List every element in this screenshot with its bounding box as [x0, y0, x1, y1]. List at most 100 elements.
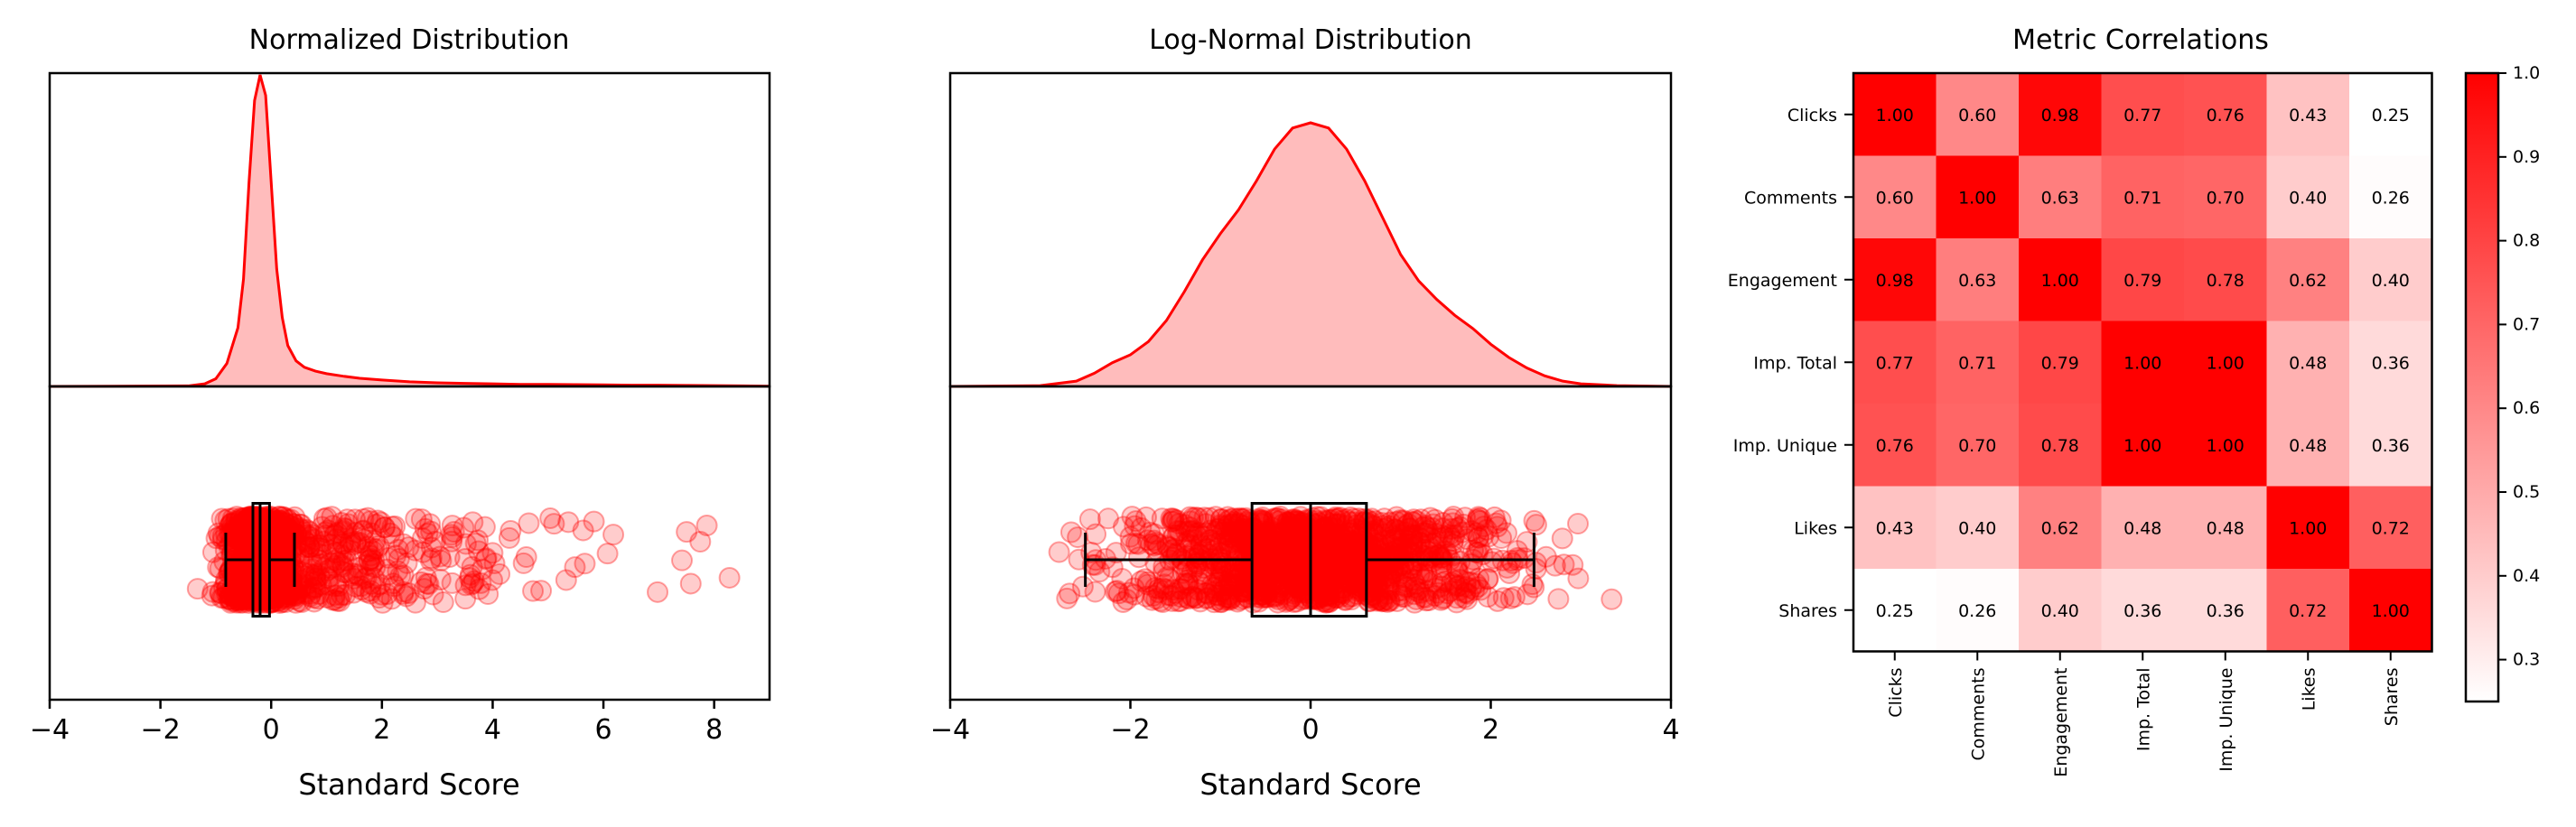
data-point: [1378, 558, 1401, 581]
data-point: [572, 519, 594, 542]
data-point: [303, 590, 325, 613]
data-point: [454, 588, 477, 610]
data-point: [352, 508, 375, 531]
data-point: [234, 534, 257, 557]
data-point: [1567, 513, 1590, 535]
data-point: [341, 562, 364, 585]
data-point: [266, 570, 288, 592]
data-point: [270, 525, 293, 547]
data-point: [256, 527, 278, 550]
heatmap-cell-value: 0.40: [1958, 518, 1996, 538]
data-point: [422, 583, 444, 606]
data-point: [219, 584, 241, 607]
colorbar-tick-label: 0.5: [2513, 482, 2540, 502]
heatmap-cell-value: 1.00: [2207, 353, 2245, 373]
data-point: [1088, 561, 1111, 583]
heatmap-cell-value: 0.40: [2289, 188, 2327, 208]
data-point: [276, 525, 299, 547]
data-point: [420, 520, 443, 543]
heatmap-cell-value: 0.36: [2207, 601, 2245, 621]
data-point: [304, 570, 327, 592]
data-point: [1112, 590, 1134, 613]
data-point: [530, 580, 553, 602]
data-point: [225, 511, 247, 534]
data-point: [352, 519, 375, 542]
data-point: [273, 580, 295, 602]
data-point: [256, 587, 278, 609]
x-tick-label: 4: [1662, 714, 1679, 746]
data-point: [1391, 574, 1414, 597]
data-point: [235, 573, 257, 596]
data-point: [483, 553, 506, 575]
data-point: [270, 582, 293, 605]
data-point: [266, 512, 288, 534]
data-point: [689, 530, 712, 553]
data-point: [1271, 561, 1293, 583]
data-point: [363, 550, 386, 572]
x-tick-label: −4: [30, 714, 70, 746]
chart1-x-ticks: −4 −2 0 2 4 6 8: [30, 700, 723, 746]
data-point: [281, 565, 303, 588]
data-point: [262, 567, 285, 590]
data-point: [356, 553, 378, 576]
data-point: [321, 506, 343, 528]
x-tick-label: Clicks: [1886, 668, 1906, 718]
data-point: [304, 567, 327, 590]
data-point: [325, 528, 348, 551]
data-point: [222, 534, 245, 557]
data-point: [498, 526, 520, 549]
heatmap-cell-value: 0.40: [2372, 271, 2410, 291]
heatmap-cell-value: 0.63: [2041, 188, 2079, 208]
data-point: [417, 572, 440, 595]
data-point: [275, 533, 298, 555]
data-point: [363, 537, 386, 560]
data-point: [270, 533, 293, 555]
data-point: [229, 577, 251, 599]
heatmap-cell-value: 0.62: [2289, 271, 2327, 291]
data-point: [331, 512, 353, 534]
colorbar-tick-label: 0.4: [2513, 566, 2540, 586]
heatmap-cells: 1.00 0.60 0.98 0.77 0.76 0.43 0.25 0.60 1.00 0.63…: [1852, 71, 2433, 653]
data-point: [459, 563, 481, 586]
data-point: [257, 518, 279, 541]
data-point: [234, 528, 257, 551]
data-point: [261, 569, 284, 591]
data-point: [210, 507, 233, 530]
heatmap-cell-value: 0.77: [1876, 353, 1914, 373]
data-point: [323, 575, 346, 598]
chart1-title: Normalized Distribution: [249, 24, 570, 56]
data-point: [262, 519, 285, 542]
data-point: [276, 581, 299, 603]
data-point: [261, 532, 284, 554]
data-point: [1388, 524, 1411, 546]
x-tick-label: 0: [263, 714, 280, 746]
data-point: [385, 544, 407, 567]
data-point: [299, 562, 322, 585]
data-point: [273, 517, 295, 540]
data-point: [222, 561, 245, 583]
data-point: [331, 533, 354, 555]
data-point: [228, 551, 250, 573]
data-point: [227, 525, 249, 547]
heatmap-cell-value: 0.43: [1876, 518, 1914, 538]
data-point: [324, 572, 347, 595]
data-point: [1366, 590, 1388, 612]
y-tick-label: Shares: [1778, 601, 1837, 621]
data-point: [473, 516, 496, 538]
data-point: [262, 539, 285, 562]
data-point: [460, 573, 482, 596]
heatmap-cell-value: 0.26: [2372, 188, 2410, 208]
data-point: [218, 562, 240, 585]
heatmap-cell-value: 0.71: [2123, 188, 2161, 208]
data-point: [266, 511, 288, 534]
heatmap-colorbar: 0.3 0.4 0.5 0.6 0.7 0.8 0.9 1.0: [2464, 63, 2540, 703]
x-tick-label: 8: [705, 714, 723, 746]
data-point: [280, 569, 303, 591]
data-point: [275, 582, 298, 605]
data-point: [290, 577, 313, 599]
data-point: [342, 567, 365, 590]
data-point: [376, 583, 398, 606]
data-point: [257, 580, 279, 602]
data-point: [212, 586, 235, 609]
x-tick-label: 2: [373, 714, 390, 746]
